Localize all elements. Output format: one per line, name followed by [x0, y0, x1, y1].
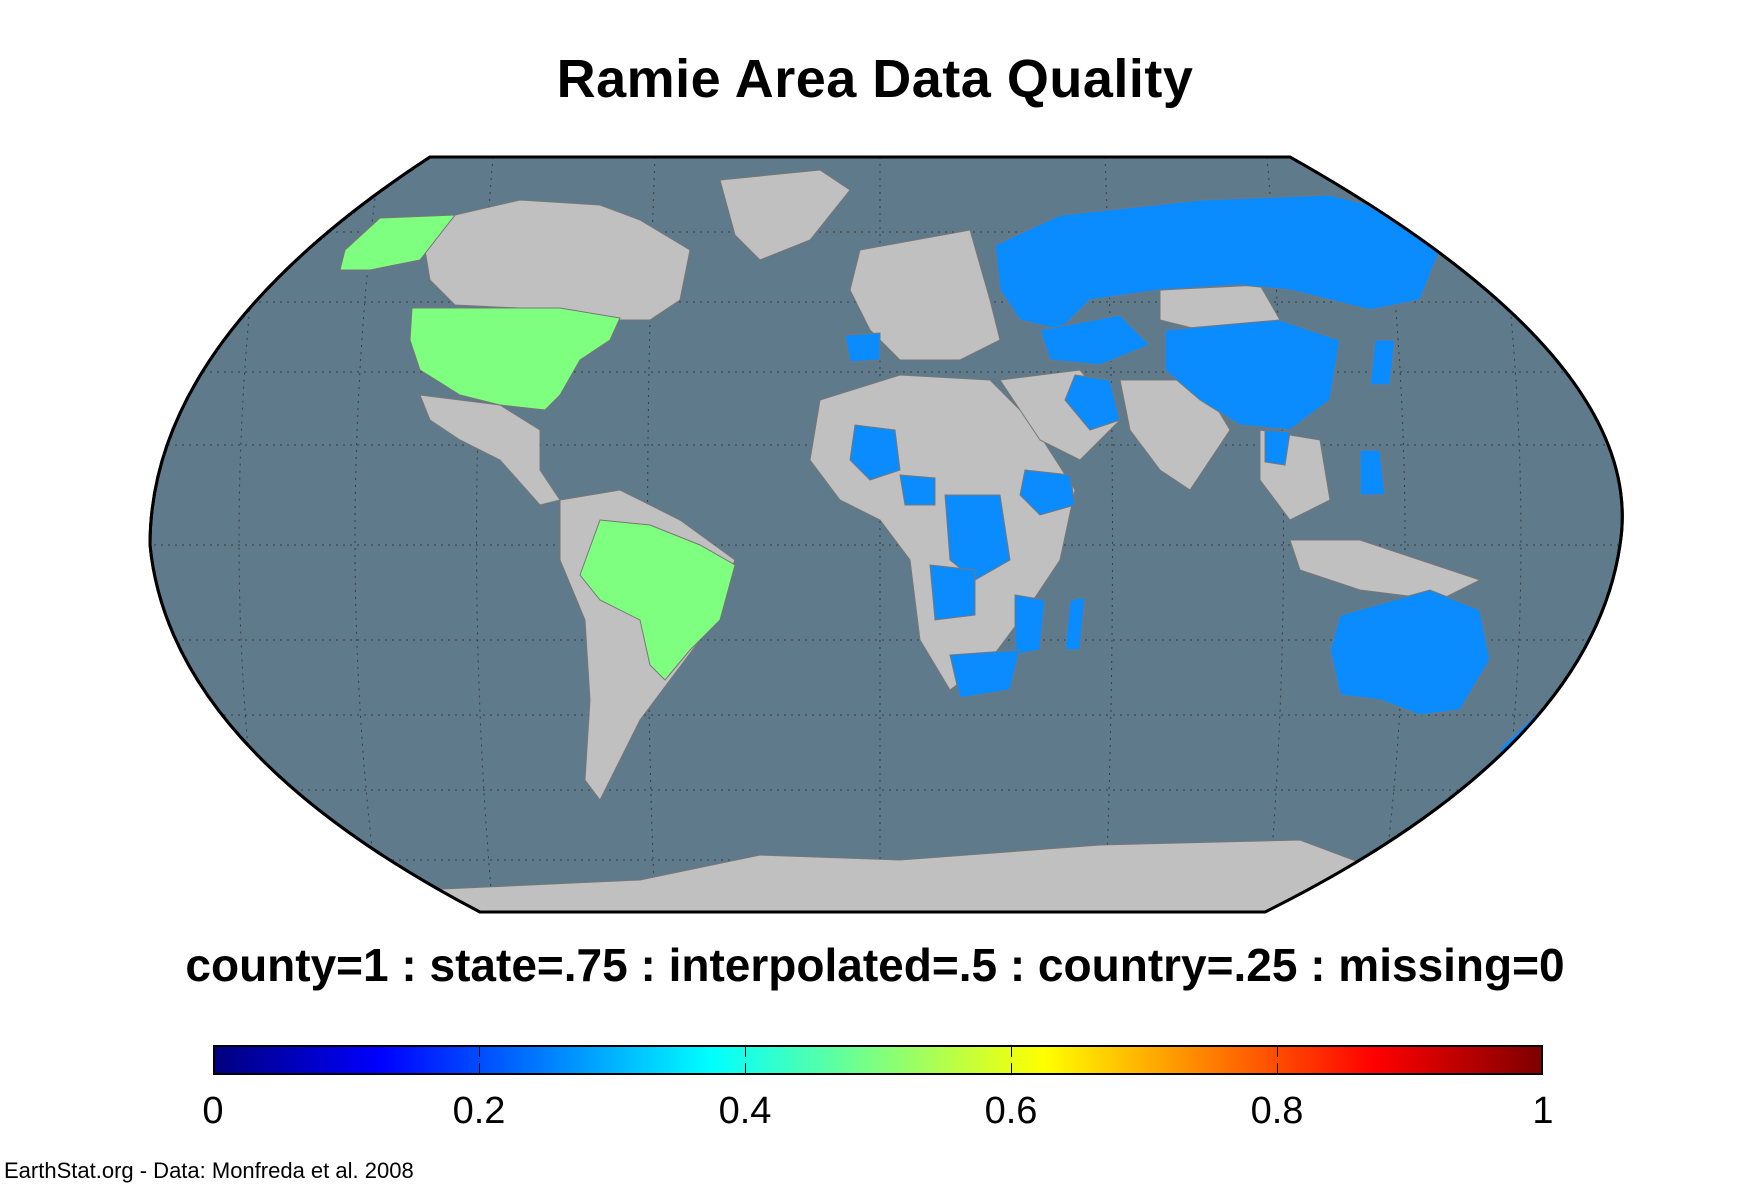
- colorbar-label: 0.6: [985, 1090, 1038, 1133]
- colorbar-tick-top: [1011, 1047, 1012, 1057]
- colorbar-tick-bottom: [1277, 1063, 1278, 1073]
- colorbar-label: 0: [202, 1090, 223, 1133]
- angola: [930, 565, 975, 620]
- thailand: [1265, 430, 1290, 465]
- colorbar-tick-top: [1277, 1047, 1278, 1057]
- colorbar-label: 0.8: [1251, 1090, 1304, 1133]
- colorbar-tick-bottom: [1011, 1063, 1012, 1073]
- credit-text: EarthStat.org - Data: Monfreda et al. 20…: [4, 1158, 414, 1184]
- world-map: [0, 0, 1750, 930]
- japan: [1370, 340, 1395, 385]
- mozambique: [1015, 595, 1045, 655]
- colorbar-label: 1: [1532, 1090, 1553, 1133]
- colorbar-tick-bottom: [479, 1063, 480, 1073]
- spain: [845, 333, 880, 362]
- colorbar-label: 0.4: [719, 1090, 772, 1133]
- colorbar-label: 0.2: [453, 1090, 506, 1133]
- legend-caption: county=1 : state=.75 : interpolated=.5 :…: [0, 938, 1750, 992]
- nigeria: [900, 475, 935, 505]
- colorbar-tick-top: [745, 1047, 746, 1057]
- philippines: [1360, 450, 1385, 495]
- colorbar-tick-bottom: [745, 1063, 746, 1073]
- colorbar-tick-top: [479, 1047, 480, 1057]
- colorbar: [213, 1045, 1543, 1075]
